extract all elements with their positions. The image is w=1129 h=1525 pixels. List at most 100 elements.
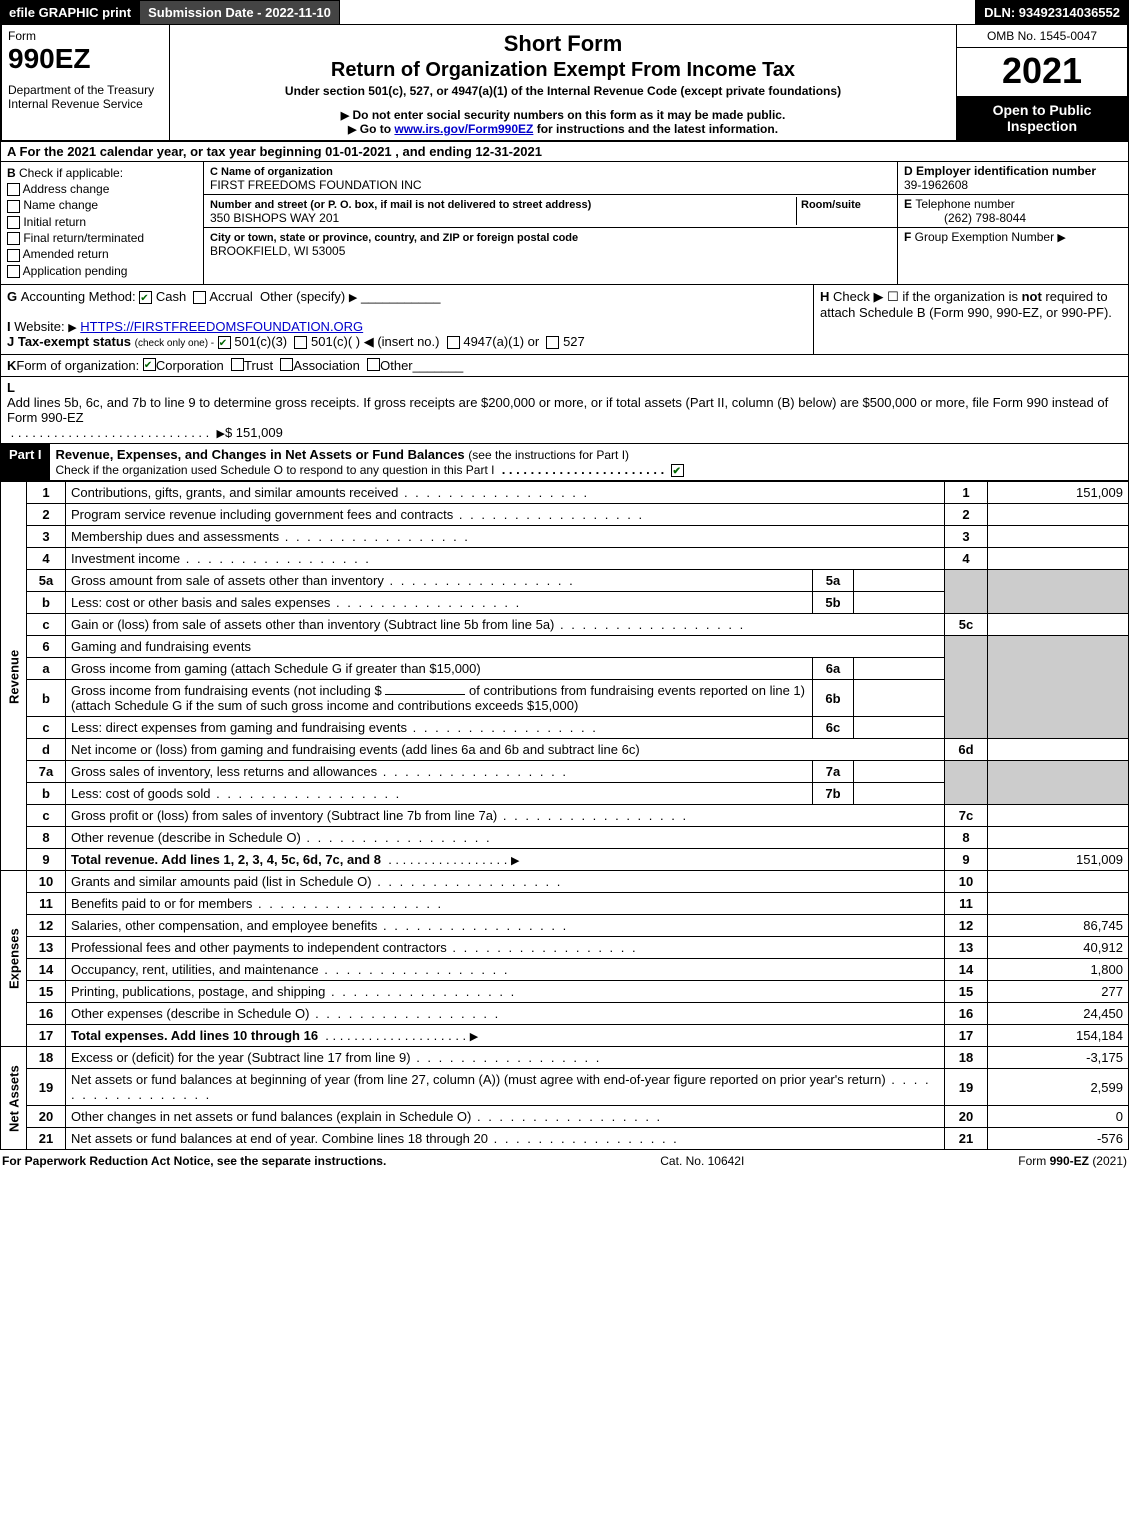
mini-val	[854, 658, 945, 680]
chk-application-pending[interactable]: Application pending	[7, 264, 197, 278]
chk-527[interactable]	[546, 336, 559, 349]
ln: 19	[27, 1069, 66, 1106]
footer-left: For Paperwork Reduction Act Notice, see …	[2, 1154, 386, 1168]
part1-table: Revenue 1 Contributions, gifts, grants, …	[0, 481, 1129, 1150]
shaded	[945, 761, 988, 805]
street-label: Number and street (or P. O. box, if mail…	[210, 199, 591, 211]
mini-val	[854, 680, 945, 717]
part1-sub: (see the instructions for Part I)	[468, 448, 629, 462]
goto-link[interactable]: www.irs.gov/Form990EZ	[394, 122, 533, 136]
ln: 16	[27, 1003, 66, 1025]
chk-amended-return[interactable]: Amended return	[7, 247, 197, 261]
g-cash: Cash	[156, 289, 186, 304]
val	[988, 526, 1129, 548]
desc: Less: cost or other basis and sales expe…	[66, 592, 813, 614]
fill-blank[interactable]	[385, 694, 465, 695]
chk-4947[interactable]	[447, 336, 460, 349]
ln: c	[27, 614, 66, 636]
table-row: 9 Total revenue. Add lines 1, 2, 3, 4, 5…	[1, 849, 1129, 871]
desc: Total expenses. Add lines 10 through 16 …	[66, 1025, 945, 1047]
chk-address-change[interactable]: Address change	[7, 182, 197, 196]
chk-cash[interactable]	[139, 291, 152, 304]
chk-501c3[interactable]	[218, 336, 231, 349]
table-row: c Gross profit or (loss) from sales of i…	[1, 805, 1129, 827]
ln: 1	[27, 482, 66, 504]
chk-accrual[interactable]	[193, 291, 206, 304]
efile-print[interactable]: efile GRAPHIC print	[0, 0, 140, 25]
chk-corp[interactable]	[143, 358, 156, 371]
k-assoc: Association	[293, 358, 359, 373]
table-row: 11 Benefits paid to or for members 11	[1, 893, 1129, 915]
chk-name-change[interactable]: Name change	[7, 198, 197, 212]
desc: Net income or (loss) from gaming and fun…	[66, 739, 945, 761]
desc: Printing, publications, postage, and shi…	[66, 981, 945, 1003]
table-row: 8 Other revenue (describe in Schedule O)…	[1, 827, 1129, 849]
footer-right-pre: Form	[1018, 1154, 1049, 1168]
chk-schedule-o[interactable]	[671, 464, 684, 477]
val	[988, 871, 1129, 893]
num: 12	[945, 915, 988, 937]
line-A: A For the 2021 calendar year, or tax yea…	[0, 142, 1129, 162]
phone-value: (262) 798-8044	[904, 211, 1026, 225]
num: 15	[945, 981, 988, 1003]
table-row: 19 Net assets or fund balances at beginn…	[1, 1069, 1129, 1106]
desc: Less: cost of goods sold	[66, 783, 813, 805]
j-c-other: 501(c)( ) ◀ (insert no.)	[311, 334, 439, 349]
arrow-icon	[349, 289, 357, 304]
table-row: d Net income or (loss) from gaming and f…	[1, 739, 1129, 761]
side-revenue: Revenue	[1, 482, 27, 871]
ein-value: 39-1962608	[904, 178, 968, 192]
omb-number: OMB No. 1545-0047	[957, 25, 1127, 48]
chk-initial-return[interactable]: Initial return	[7, 215, 197, 229]
k-label: Form of organization:	[16, 358, 139, 373]
desc: Other expenses (describe in Schedule O)	[66, 1003, 945, 1025]
chk-other[interactable]	[367, 358, 380, 371]
e-label: Telephone number	[915, 197, 1014, 211]
val: 0	[988, 1106, 1129, 1128]
ln: 12	[27, 915, 66, 937]
c-name-label: Name of organization	[221, 166, 333, 178]
val: 277	[988, 981, 1129, 1003]
desc-pre: Gross income from fundraising events (no…	[71, 683, 382, 698]
num: 3	[945, 526, 988, 548]
chk-trust[interactable]	[231, 358, 244, 371]
arrow-icon	[68, 319, 76, 334]
no-ssn-text: Do not enter social security numbers on …	[353, 108, 786, 122]
g-h-row: G Accounting Method: Cash Accrual Other …	[0, 285, 1129, 355]
table-row: 3 Membership dues and assessments 3	[1, 526, 1129, 548]
desc: Occupancy, rent, utilities, and maintena…	[66, 959, 945, 981]
desc: Gross sales of inventory, less returns a…	[66, 761, 813, 783]
shaded	[988, 636, 1129, 739]
ln: 6	[27, 636, 66, 658]
mini-val	[854, 592, 945, 614]
goto-pre: Go to	[360, 122, 395, 136]
chk-final-return[interactable]: Final return/terminated	[7, 231, 197, 245]
chk-assoc[interactable]	[280, 358, 293, 371]
k-corp: Corporation	[156, 358, 224, 373]
mini-ln: 5a	[813, 570, 854, 592]
c-street-row: Number and street (or P. O. box, if mail…	[204, 195, 897, 228]
val: -576	[988, 1128, 1129, 1150]
desc: Net assets or fund balances at end of ye…	[66, 1128, 945, 1150]
col-B: B Check if applicable: Address change Na…	[1, 162, 204, 284]
chk-label: Name change	[23, 198, 98, 212]
desc: Membership dues and assessments	[66, 526, 945, 548]
table-row: 16 Other expenses (describe in Schedule …	[1, 1003, 1129, 1025]
chk-501c[interactable]	[294, 336, 307, 349]
val	[988, 893, 1129, 915]
mini-val	[854, 783, 945, 805]
l-amount: $ 151,009	[225, 425, 283, 440]
num: 20	[945, 1106, 988, 1128]
ln: 20	[27, 1106, 66, 1128]
num: 8	[945, 827, 988, 849]
table-row: 20 Other changes in net assets or fund b…	[1, 1106, 1129, 1128]
website-link[interactable]: HTTPS://FIRSTFREEDOMSFOUNDATION.ORG	[80, 319, 363, 334]
table-row: 17 Total expenses. Add lines 10 through …	[1, 1025, 1129, 1047]
table-row: Revenue 1 Contributions, gifts, grants, …	[1, 482, 1129, 504]
desc: Contributions, gifts, grants, and simila…	[66, 482, 945, 504]
table-row: 5a Gross amount from sale of assets othe…	[1, 570, 1129, 592]
irs-line: Internal Revenue Service	[8, 97, 163, 111]
num: 17	[945, 1025, 988, 1047]
ln: 18	[27, 1047, 66, 1069]
submission-date: Submission Date - 2022-11-10	[140, 0, 340, 25]
